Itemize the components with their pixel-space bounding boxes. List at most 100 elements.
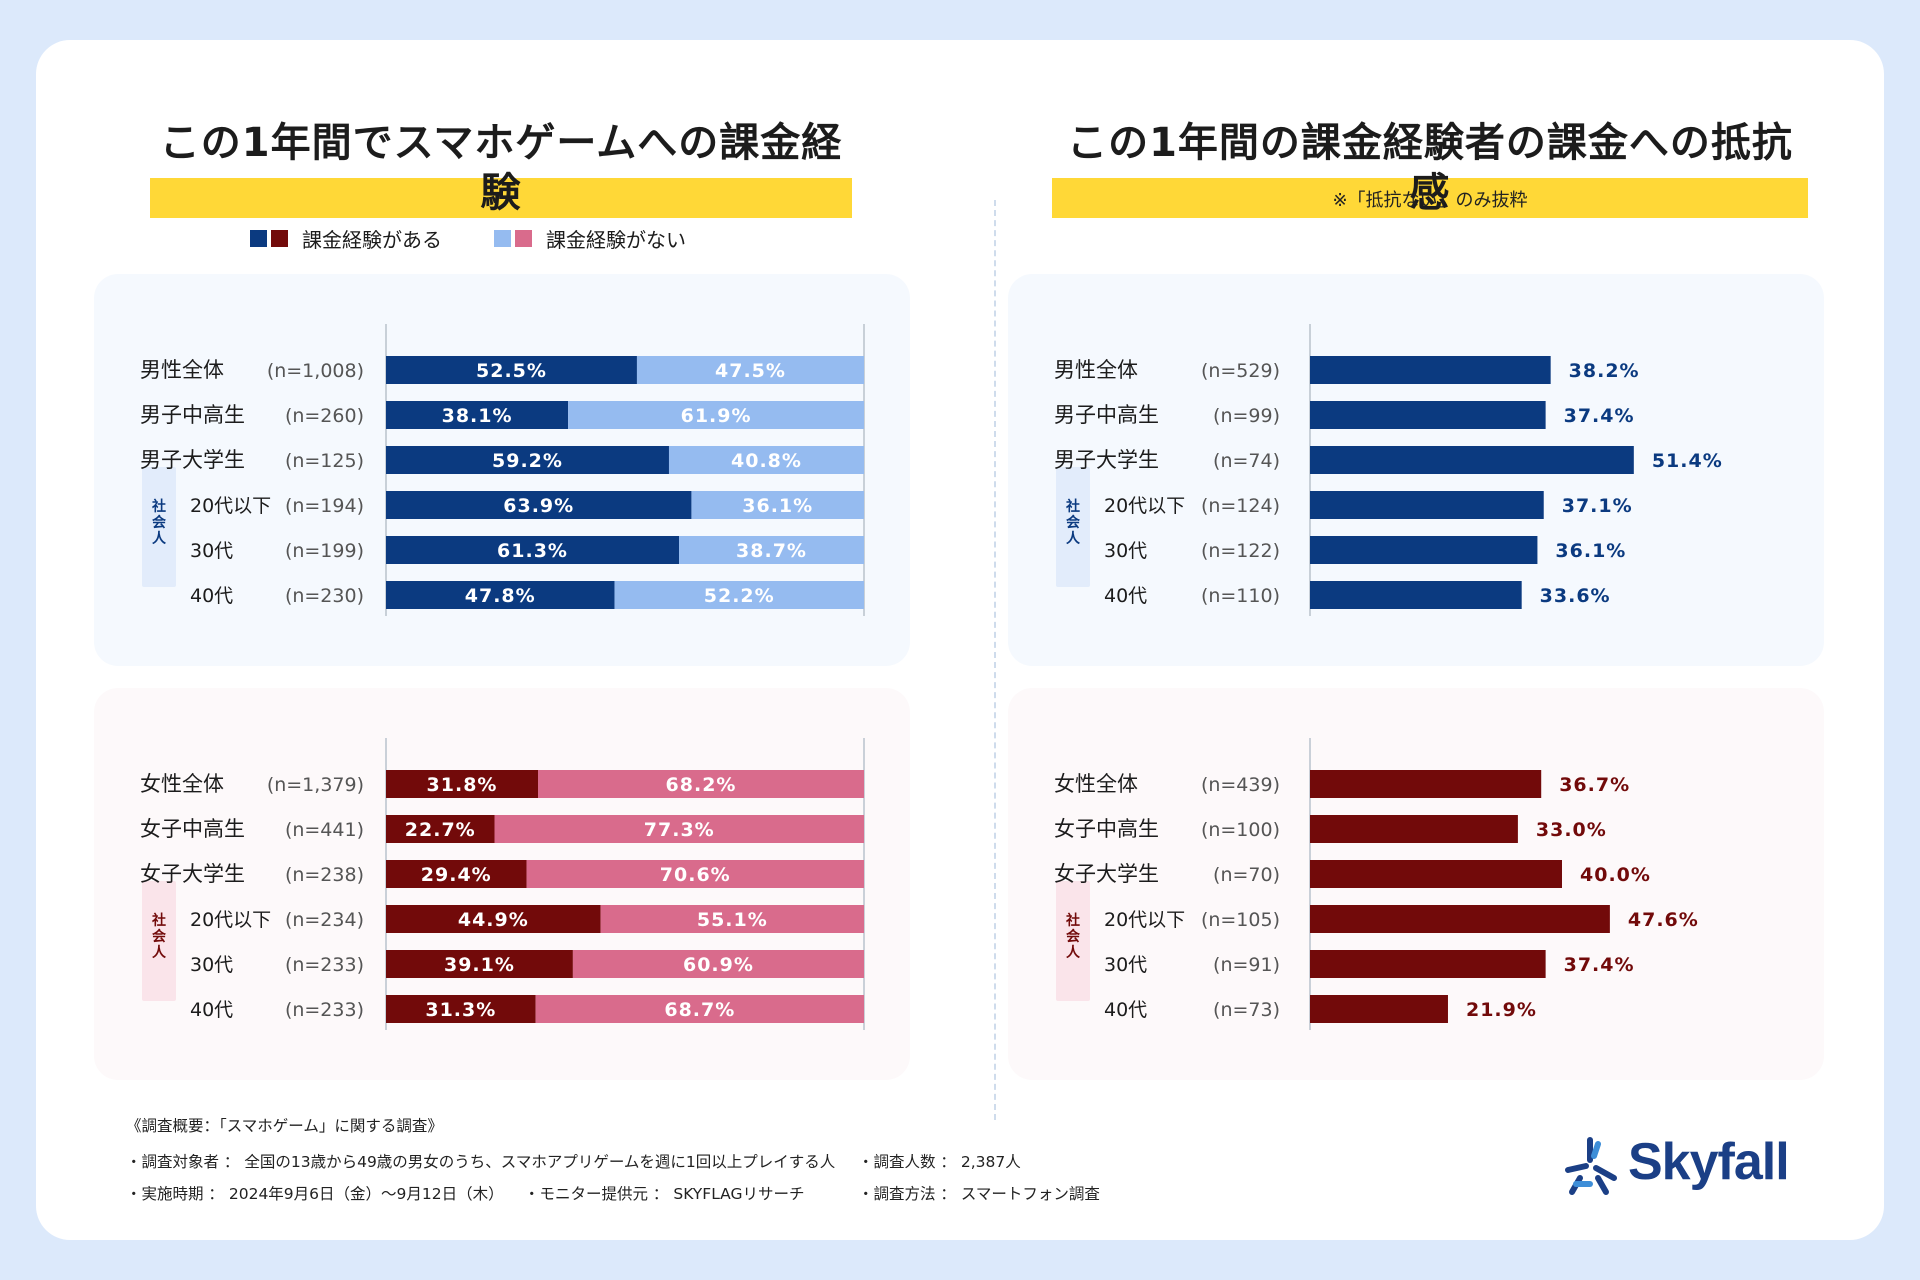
bar-has-experience: [386, 995, 536, 1023]
value-label: 36.7%: [1559, 774, 1630, 796]
bar-no-resistance: [1310, 581, 1522, 609]
bar-no-resistance: [1310, 815, 1518, 843]
chart-svg-male_experience: 社会人 男性全体 (n=1,008) 52.5% 47.5% 男子中高生 (n=260) 38…: [140, 324, 865, 616]
sample-size-label: (n=194): [285, 495, 364, 517]
footer-count: ・調査人数 ： 2,387人: [858, 1153, 1021, 1171]
bar-no-experience: [494, 815, 864, 843]
society-tag-char: 人: [1066, 530, 1081, 547]
logo-text: Skyfall: [1628, 1133, 1790, 1191]
value-label: 38.2%: [1569, 360, 1640, 382]
category-label: 20代以下: [190, 495, 271, 517]
bar-no-experience: [679, 536, 864, 564]
category-label: 30代: [1104, 954, 1147, 976]
footer-title: 《調査概要：「スマホゲーム」に関する調査》: [126, 1117, 443, 1135]
skyfall-star-icon: [1565, 1137, 1617, 1195]
category-label: 女子大学生: [140, 862, 245, 886]
value-label-has: 44.9%: [458, 909, 529, 931]
society-tag-char: 人: [152, 530, 167, 547]
sample-size-label: (n=91): [1213, 954, 1280, 976]
bar-no-experience: [572, 950, 864, 978]
sample-size-label: (n=73): [1213, 999, 1280, 1021]
value-label-has: 22.7%: [405, 819, 476, 841]
sample-size-label: (n=439): [1201, 774, 1280, 796]
category-label: 女性全体: [140, 772, 224, 796]
sample-size-label: (n=70): [1213, 864, 1280, 886]
bar-has-experience: [386, 401, 569, 429]
society-tag-char: 社: [1065, 498, 1080, 515]
value-label: 21.9%: [1466, 999, 1537, 1021]
right-chart-note: ※「抵抗ない」のみ抜粋: [1332, 190, 1528, 211]
category-label: 40代: [190, 999, 233, 1021]
value-label: 37.1%: [1562, 495, 1633, 517]
value-label-none: 70.6%: [660, 864, 731, 886]
society-tag: [1056, 467, 1090, 587]
value-label: 40.0%: [1580, 864, 1651, 886]
sample-size-label: (n=529): [1201, 360, 1280, 382]
chart-svg-female_no_resistance: 社会人 女性全体 (n=439) 36.7% 女子中高生 (n=100) 33.0% 女子大学…: [1054, 738, 1698, 1030]
society-tag: [142, 467, 176, 587]
category-label: 男子大学生: [140, 448, 245, 472]
value-label-none: 77.3%: [644, 819, 715, 841]
category-label: 30代: [1104, 540, 1147, 562]
sample-size-label: (n=233): [285, 999, 364, 1021]
value-label-has: 47.8%: [465, 585, 536, 607]
society-tag: [1056, 881, 1090, 1001]
sample-size-label: (n=199): [285, 540, 364, 562]
bar-no-experience: [568, 401, 864, 429]
value-label-none: 61.9%: [681, 405, 752, 427]
category-label: 男子大学生: [1054, 448, 1159, 472]
chart-svg-male_no_resistance: 社会人 男性全体 (n=529) 38.2% 男子中高生 (n=99) 37.4% 男子大学生…: [1054, 324, 1723, 616]
value-label-none: 60.9%: [683, 954, 754, 976]
category-label: 20代以下: [1104, 909, 1185, 931]
category-label: 男性全体: [140, 358, 224, 382]
sample-size-label: (n=110): [1201, 585, 1280, 607]
value-label-none: 40.8%: [731, 450, 802, 472]
society-tag-char: 会: [152, 514, 167, 531]
sample-size-label: (n=125): [285, 450, 364, 472]
bar-has-experience: [386, 950, 573, 978]
bar-no-resistance: [1310, 401, 1546, 429]
sample-size-label: (n=238): [285, 864, 364, 886]
sample-size-label: (n=230): [285, 585, 364, 607]
panel-male-experience: 社会人 男性全体 (n=1,008) 52.5% 47.5% 男子中高生 (n=260) 38…: [94, 274, 910, 666]
category-label: 20代以下: [1104, 495, 1185, 517]
sample-size-label: (n=1,008): [267, 360, 364, 382]
legend-swatch-male-light: [494, 230, 511, 247]
value-label-none: 52.2%: [704, 585, 775, 607]
category-label: 女子中高生: [1054, 817, 1159, 841]
bar-no-experience: [636, 356, 864, 384]
category-label: 30代: [190, 954, 233, 976]
value-label: 37.4%: [1564, 954, 1635, 976]
left-title-wrap: この1年間でスマホゲームへの課金経験: [150, 118, 852, 218]
bar-no-resistance: [1310, 770, 1542, 798]
right-chart-title: この1年間の課金経験者の課金への抵抗感: [1052, 118, 1808, 218]
value-label-has: 31.8%: [427, 774, 498, 796]
legend-swatch-female-light: [515, 230, 532, 247]
bar-has-experience: [386, 905, 601, 933]
value-label-has: 52.5%: [476, 360, 547, 382]
bar-has-experience: [386, 860, 527, 888]
bar-no-resistance: [1310, 491, 1544, 519]
footer-period: ・実施時期 ： 2024年9月6日（金）〜9月12日（木）: [126, 1185, 504, 1203]
legend-item-none: 課金経験がない: [494, 224, 686, 253]
legend-swatch-male-dark: [250, 230, 267, 247]
bar-no-experience: [600, 905, 864, 933]
bar-no-experience: [526, 860, 864, 888]
sample-size-label: (n=124): [1201, 495, 1280, 517]
value-label-none: 36.1%: [742, 495, 813, 517]
value-label: 51.4%: [1652, 450, 1723, 472]
category-label: 女子大学生: [1054, 862, 1159, 886]
category-label: 40代: [190, 585, 233, 607]
value-label-none: 55.1%: [697, 909, 768, 931]
bar-no-resistance: [1310, 536, 1538, 564]
footer-monitor: ・モニター提供元 ： SKYFLAGリサーチ: [524, 1185, 805, 1203]
sample-size-label: (n=105): [1201, 909, 1280, 931]
bar-no-experience: [614, 581, 864, 609]
value-label-has: 29.4%: [421, 864, 492, 886]
value-label-has: 63.9%: [503, 495, 574, 517]
bar-has-experience: [386, 536, 680, 564]
society-tag-char: 社: [151, 498, 166, 515]
bar-no-experience: [538, 770, 864, 798]
right-title-wrap: この1年間の課金経験者の課金への抵抗感: [1052, 118, 1808, 218]
bar-has-experience: [386, 356, 637, 384]
